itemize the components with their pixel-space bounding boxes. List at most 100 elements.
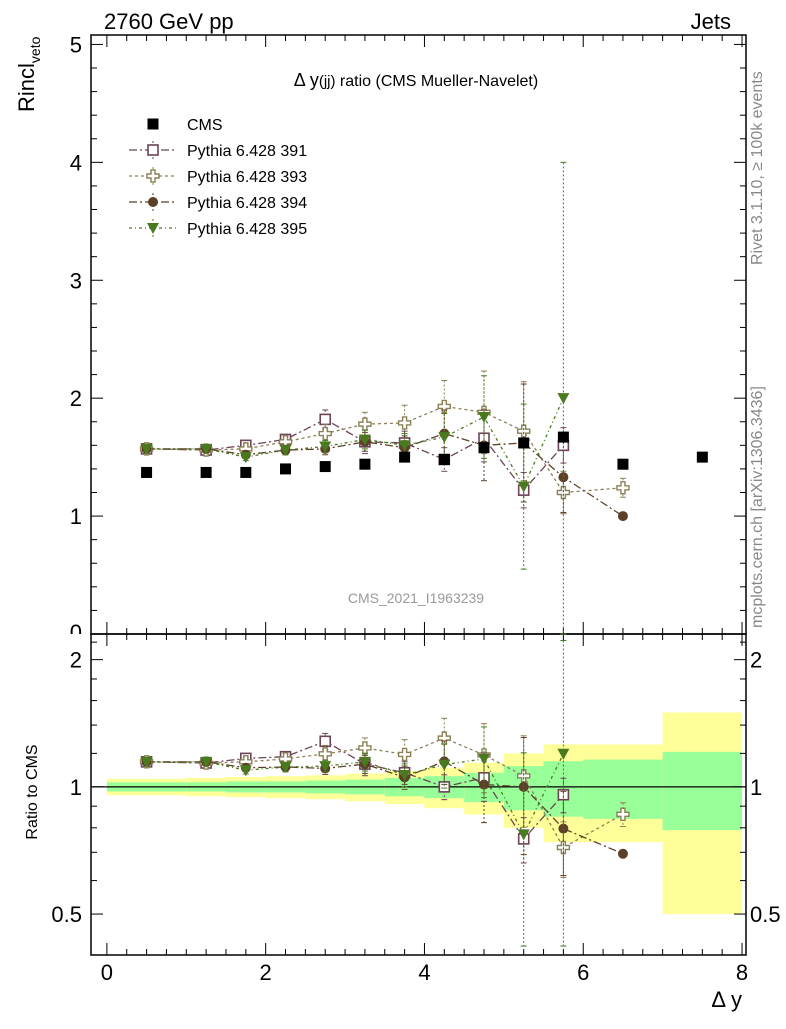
x-axis-label: Δ y <box>711 987 742 1012</box>
series-point-main <box>239 452 252 464</box>
legend-label: Pythia 6.428 394 <box>187 195 307 212</box>
text-layer: 2760 GeV pp Jets Rivet 3.1.10, ≥ 100k ev… <box>14 9 766 1012</box>
series-point-ratio <box>319 735 332 748</box>
legend-entry-data: CMS <box>147 117 223 134</box>
process-label: Jets <box>691 9 731 34</box>
series-point-ratio <box>517 829 530 841</box>
series-point-ratio <box>239 765 252 777</box>
series-point-ratio <box>358 741 372 755</box>
series-point-ratio <box>438 759 451 771</box>
legend-marker <box>147 223 159 234</box>
data-point <box>141 466 153 478</box>
series-point-ratio <box>438 781 451 793</box>
legend-label: CMS <box>187 117 223 134</box>
series-point-main <box>279 445 292 457</box>
series-point-main <box>517 481 530 493</box>
plot-title: Δ y(jj) ratio (CMS Mueller-Navelet) <box>294 70 538 90</box>
data-point <box>438 453 450 465</box>
plot-title-sub: (jj) <box>319 73 336 90</box>
series-3 <box>140 161 570 947</box>
series-line-main <box>146 432 624 517</box>
series-point-main <box>140 443 153 455</box>
mcplots-label: mcplots.cern.ch [arXiv:1306.3436] <box>749 386 766 628</box>
data-point <box>280 463 292 475</box>
data-point <box>518 437 530 449</box>
series-point-main <box>557 393 570 405</box>
main-ytick-label: 2 <box>70 386 82 411</box>
main-ytick-label: 4 <box>70 150 82 175</box>
main-ytick-label: 3 <box>70 268 82 293</box>
series-point-ratio <box>398 770 411 782</box>
series-point-ratio <box>617 848 628 859</box>
series-point-ratio <box>616 807 630 821</box>
legend-marker <box>148 197 158 207</box>
main-ylabel: Rinclveto <box>14 36 43 112</box>
series-point-ratio <box>200 756 213 768</box>
series-point-ratio <box>397 747 412 762</box>
ratio-ytick-label-right: 2 <box>750 648 762 673</box>
data-point <box>617 458 629 470</box>
legend: CMS Pythia 6.428 391 Pythia 6.428 393 Pythi… <box>129 117 307 238</box>
series-point-main <box>319 413 332 426</box>
ratio-ytick-label-left: 0.5 <box>51 902 82 927</box>
data-point <box>557 431 569 443</box>
data-series <box>141 431 708 478</box>
series-point-main <box>319 441 332 453</box>
ratio-ytick-label-right: 0.5 <box>750 902 781 927</box>
series-point-main <box>616 481 630 495</box>
data-point <box>399 451 411 463</box>
ratio-ylabel: Ratio to CMS <box>24 744 41 839</box>
legend-entry-series-3: Pythia 6.428 395 <box>129 219 307 238</box>
legend-entry-series-0: Pythia 6.428 391 <box>129 141 307 160</box>
legend-entry-series-1: Pythia 6.428 393 <box>129 167 307 186</box>
ratio-ytick-label-left: 2 <box>70 648 82 673</box>
series-line-main <box>146 405 623 494</box>
series-point-ratio <box>319 761 332 773</box>
band-inner <box>662 751 743 831</box>
series-point-main <box>318 426 332 441</box>
main-ytick-label-zero: 0 <box>70 620 82 645</box>
plot-frames <box>90 34 747 956</box>
data-point <box>319 461 331 473</box>
series-point-main <box>200 443 213 455</box>
series-point-main <box>358 434 371 446</box>
ratio-ytick-label-right: 1 <box>750 775 762 800</box>
main-ylabel-sub: veto <box>27 36 43 63</box>
series-point-ratio <box>358 756 371 768</box>
xtick-label: 4 <box>418 960 430 985</box>
data-point <box>478 442 490 454</box>
legend-marker <box>147 118 159 130</box>
xtick-label: 0 <box>101 960 113 985</box>
legend-entry-series-2: Pythia 6.428 394 <box>129 193 307 212</box>
tick-labels: 1 2 3 4 5 0 0.5 0.5 1 1 2 2 0 2 4 6 8 <box>51 32 780 985</box>
legend-label: Pythia 6.428 391 <box>187 143 307 160</box>
legend-label: Pythia 6.428 395 <box>187 221 307 238</box>
xtick-label: 2 <box>260 960 272 985</box>
series-point-ratio <box>318 747 332 761</box>
series-point-ratio <box>140 756 153 768</box>
rivet-label: Rivet 3.1.10, ≥ 100k events <box>749 71 766 265</box>
plot-title-main: Δ y <box>294 70 319 90</box>
watermark: CMS_2021_I1963239 <box>348 590 484 606</box>
series-point-main <box>478 412 490 424</box>
xtick-label: 8 <box>736 960 748 985</box>
ratio-frame <box>90 633 747 956</box>
series-point-main <box>398 440 411 452</box>
series-point-main <box>516 424 531 438</box>
series-layer <box>139 161 708 947</box>
series-point-ratio <box>518 781 529 792</box>
energy-label: 2760 GeV pp <box>104 9 234 34</box>
series-point-main <box>358 417 372 431</box>
ratio-ytick-label-left: 1 <box>70 775 82 800</box>
series-point-ratio <box>478 753 490 765</box>
legend-marker <box>147 144 159 156</box>
data-point <box>696 451 708 463</box>
series-point-ratio <box>557 748 570 760</box>
data-point <box>240 466 252 478</box>
data-point <box>200 466 212 478</box>
series-point-main <box>397 416 412 430</box>
main-ytick-label: 5 <box>70 32 82 57</box>
uncertainty-bands <box>91 712 746 915</box>
